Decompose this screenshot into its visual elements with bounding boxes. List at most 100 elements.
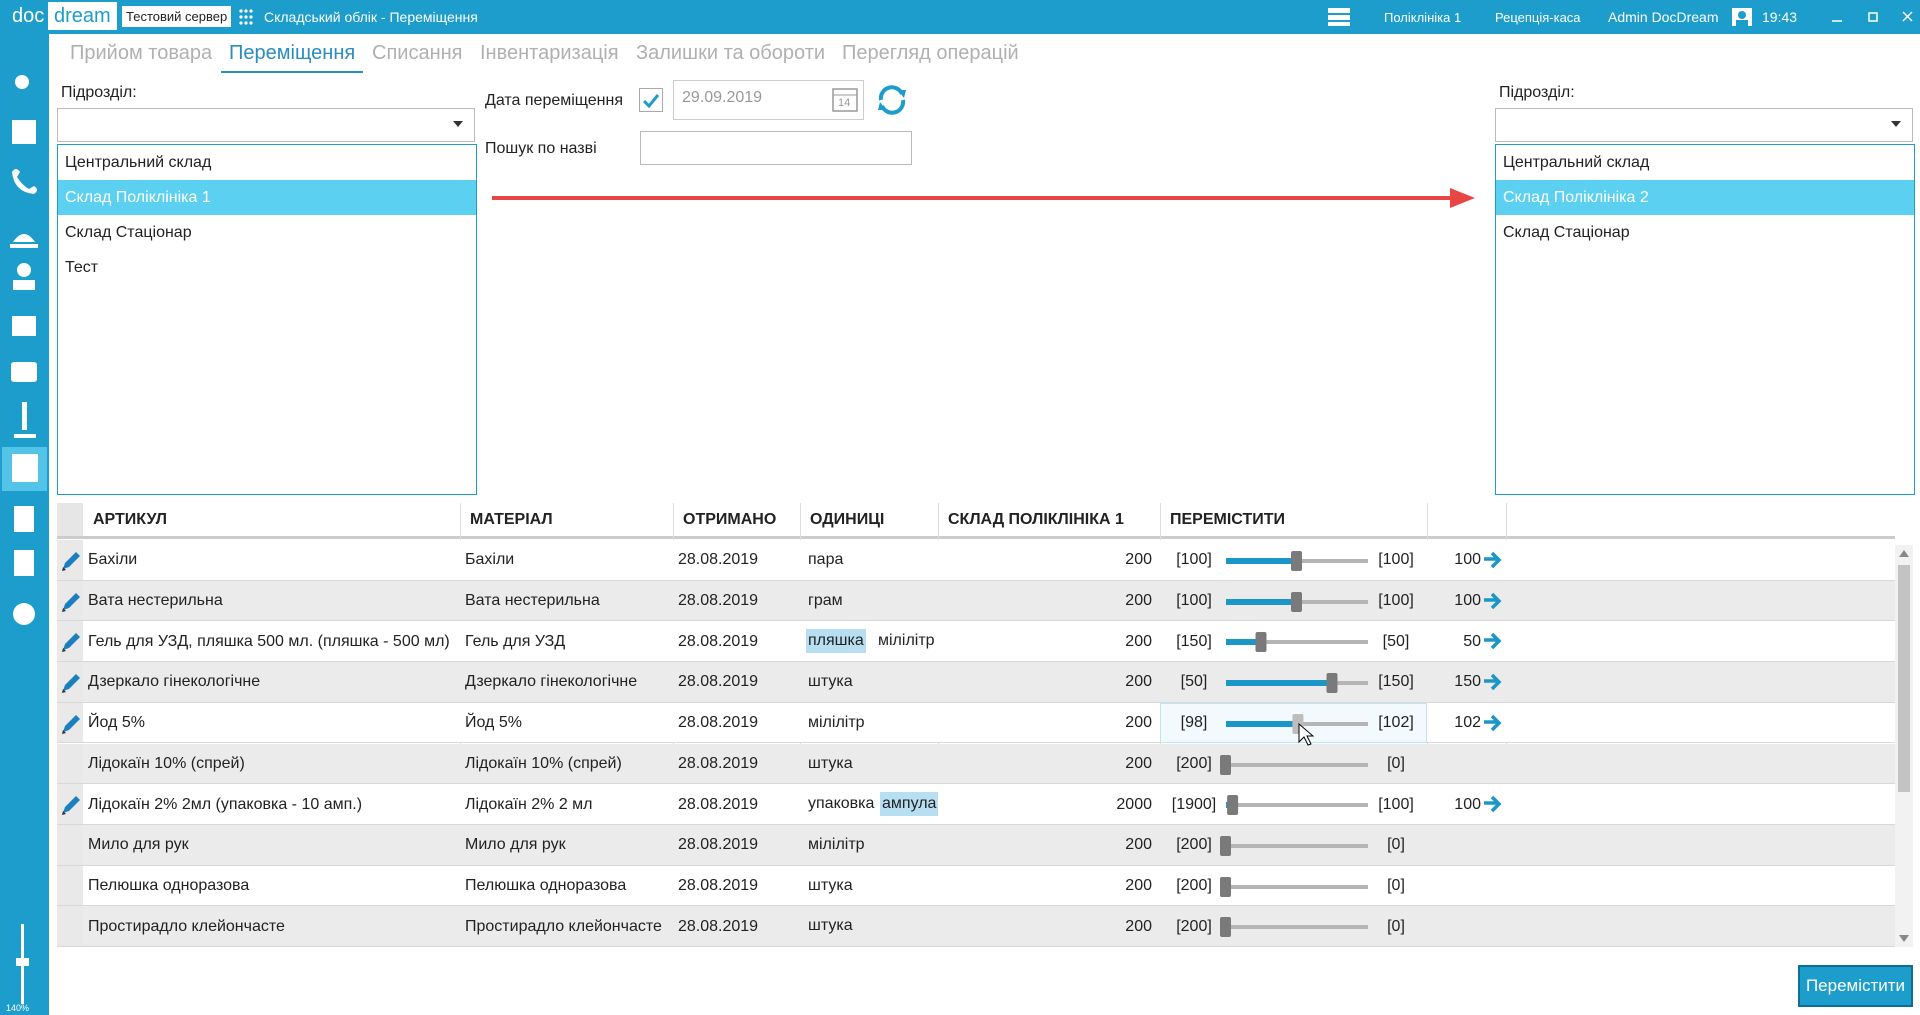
column-header[interactable]: МАТЕРІАЛ [470,510,553,528]
move-slider[interactable] [1218,833,1384,859]
column-header[interactable]: ОДИНИЦІ [810,510,885,528]
tab[interactable]: Перегляд операцій [842,42,1019,64]
move-slider[interactable] [1218,792,1384,818]
table-row[interactable] [57,824,1895,866]
move-slider[interactable] [1218,752,1384,778]
move-slider[interactable] [1218,874,1384,900]
sidebar-icons [2,75,47,1004]
move-left: [100] [1176,592,1212,610]
stock: 200 [1125,673,1152,691]
checkbox[interactable] [639,88,663,112]
move-arrow[interactable] [1484,551,1502,569]
table-row[interactable] [57,702,1895,744]
move-qty: 100 [1454,551,1481,569]
received: 28.08.2019 [678,917,759,935]
tab[interactable]: Списання [372,42,463,64]
move-left: [98] [1180,714,1208,732]
edit-icon[interactable] [60,794,82,816]
move-right: [0] [1387,836,1405,854]
column-header[interactable]: СКЛАД ПОЛІКЛІНІКА 1 [948,510,1124,528]
icon[interactable] [14,506,34,532]
user-name[interactable]: Admin DocDream [1608,9,1719,25]
received: 28.08.2019 [678,795,759,813]
icon[interactable] [10,234,38,248]
move-qty: 100 [1454,795,1481,813]
edit-icon[interactable] [60,631,82,653]
column-header[interactable]: ПЕРЕМІСТИТИ [1170,510,1285,528]
refresh-icon[interactable] [873,82,911,118]
move-slider[interactable] [1218,589,1384,615]
move-left: [200] [1176,836,1212,854]
table-row[interactable] [57,621,1895,663]
edit-icon[interactable] [60,550,82,572]
move-slider[interactable] [1218,670,1384,696]
list-item[interactable]: Тест [65,259,99,276]
table-row[interactable] [57,540,1895,581]
apps-icon[interactable] [238,8,254,26]
direction-arrow [492,188,1475,208]
list-item[interactable]: Центральний склад [1503,154,1650,171]
window-controls[interactable] [1825,8,1915,26]
material: Пелюшка одноразова [465,876,627,894]
move-arrow[interactable] [1484,714,1502,732]
list-item[interactable]: Склад Поліклініка 2 [1496,180,1914,215]
icon[interactable] [12,454,38,482]
table-row[interactable] [57,906,1895,947]
icon[interactable] [13,280,35,290]
icon[interactable] [14,402,36,438]
search-input[interactable] [640,131,912,165]
desk-select[interactable]: Рецепція-каса [1495,10,1581,25]
edit-icon[interactable] [60,591,82,613]
move-slider[interactable] [1218,548,1384,574]
clinic-select[interactable]: Поліклініка 1 [1384,10,1462,25]
icon[interactable] [13,603,35,625]
table-row[interactable] [57,743,1895,785]
material: Лідокаїн 10% (спрей) [465,754,622,772]
list-item[interactable]: Центральний склад [65,154,212,171]
server-icon[interactable] [1328,8,1350,26]
move-slider[interactable] [1218,914,1384,940]
tab[interactable]: Прийом товара [70,42,213,64]
material: Мило для рук [465,836,566,854]
move-button[interactable]: Перемістити [1798,965,1913,1007]
move-right: [100] [1378,795,1414,813]
move-arrow[interactable] [1484,592,1502,610]
list-item[interactable]: Склад Стаціонар [1503,224,1630,241]
tab[interactable]: Залишки та обороти [636,42,826,64]
dropdown[interactable] [1495,108,1913,142]
column-header[interactable]: АРТИКУЛ [93,510,168,528]
unit: штука [808,673,853,691]
move-arrow[interactable] [1484,673,1502,691]
table-row[interactable] [57,580,1895,622]
icon[interactable] [12,316,36,336]
move-arrow[interactable] [1484,632,1502,650]
tab[interactable]: Переміщення [221,42,364,73]
table-row[interactable] [57,784,1895,825]
move-arrow[interactable] [1484,795,1502,813]
calendar-icon[interactable] [832,86,858,112]
dropdown[interactable] [57,108,475,142]
scroll-thumb[interactable] [1898,565,1910,792]
icon[interactable] [17,263,31,277]
list-item[interactable]: Склад Стаціонар [65,224,192,241]
icon[interactable] [11,362,37,382]
edit-icon[interactable] [60,672,82,694]
icon[interactable] [14,550,34,576]
icon[interactable] [12,169,37,194]
tab[interactable]: Інвентаризація [480,42,619,64]
icon[interactable] [12,120,36,144]
table-row[interactable] [57,865,1895,907]
zoom-thumb[interactable] [16,958,29,966]
row-selector [57,824,83,866]
list-item[interactable]: Склад Поліклініка 1 [58,180,476,215]
edit-icon[interactable] [60,713,82,735]
table-row[interactable] [57,662,1895,703]
received: 28.08.2019 [678,551,759,569]
material: Простирадло клейончасте [465,917,662,935]
icon[interactable] [15,75,29,89]
date-input[interactable]: 29.09.2019 [673,80,864,120]
logo-left: doc [12,5,45,27]
column-header[interactable]: ОТРИМАНО [683,510,777,528]
move-slider[interactable] [1218,629,1384,655]
